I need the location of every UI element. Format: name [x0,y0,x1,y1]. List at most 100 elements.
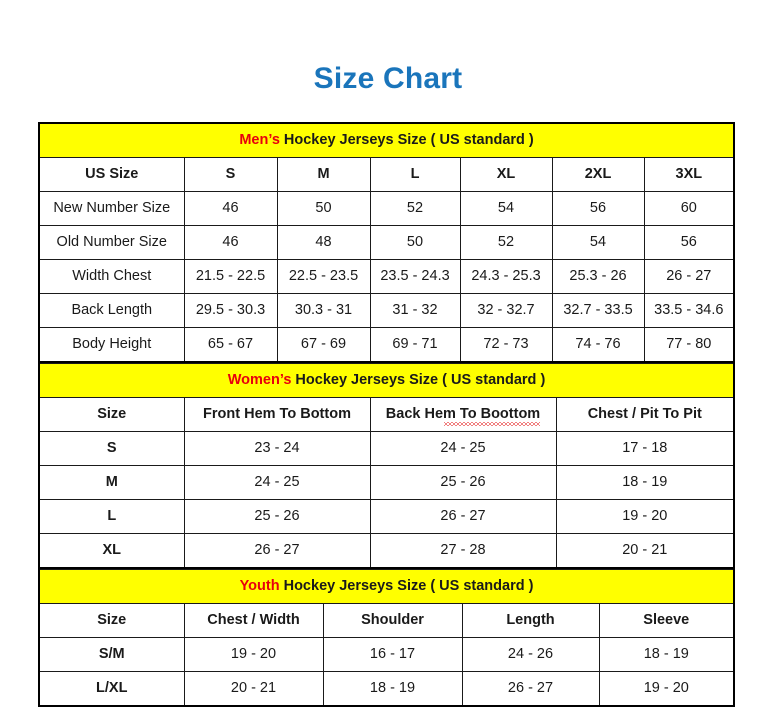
youth-cell-1-0: 20 - 21 [183,671,324,707]
youth-col-header-1: Chest / Width [183,603,324,638]
mens-row-label-4: Body Height [38,327,185,363]
mens-col-header-1: S [183,157,278,192]
youth-cell-0-3: 18 - 19 [598,637,735,672]
youth-cell-1-3: 19 - 20 [598,671,735,707]
mens-cell-0-0: 46 [183,191,278,226]
womens-cell-3-1: 27 - 28 [369,533,557,569]
mens-cell-2-1: 22.5 - 23.5 [276,259,371,294]
mens-cell-3-3: 32 - 32.7 [459,293,553,328]
womens-band-rest: Hockey Jerseys Size ( US standard ) [291,371,546,388]
womens-row-label-0: S [38,431,185,466]
mens-col-header-3: L [369,157,461,192]
mens-cell-1-1: 48 [276,225,371,260]
mens-cell-4-4: 74 - 76 [551,327,645,363]
youth-band-highlight: Youth [239,577,280,594]
mens-cell-2-5: 26 - 27 [643,259,735,294]
mens-cell-2-0: 21.5 - 22.5 [183,259,278,294]
womens-size-table: Women’s Hockey Jerseys Size ( US standar… [38,363,736,569]
table-row: M 24 - 25 25 - 26 18 - 19 [38,465,735,500]
mens-cell-3-2: 31 - 32 [369,293,461,328]
size-tables-container: Men’s Hockey Jerseys Size ( US standard … [38,122,736,707]
mens-row-label-2: Width Chest [38,259,185,294]
page-title: Size Chart [313,62,463,95]
womens-col-header-3: Chest / Pit To Pit [555,397,735,432]
womens-band-highlight: Women’s [227,371,292,388]
womens-cell-2-2: 19 - 20 [555,499,735,534]
mens-header-row: US Size S M L XL 2XL 3XL [38,157,735,192]
youth-col-header-3: Length [461,603,600,638]
youth-cell-0-1: 16 - 17 [322,637,463,672]
womens-col-header-1: Front Hem To Bottom [183,397,371,432]
womens-row-label-1: M [38,465,185,500]
mens-cell-2-2: 23.5 - 24.3 [369,259,461,294]
mens-cell-4-3: 72 - 73 [459,327,553,363]
table-row: S/M 19 - 20 16 - 17 24 - 26 18 - 19 [38,637,735,672]
womens-row-label-3: XL [38,533,185,569]
mens-cell-0-3: 54 [459,191,553,226]
mens-cell-1-2: 50 [369,225,461,260]
mens-cell-1-4: 54 [551,225,645,260]
mens-row-label-1: Old Number Size [38,225,185,260]
mens-row-label-3: Back Length [38,293,185,328]
youth-col-header-2: Shoulder [322,603,463,638]
mens-cell-1-3: 52 [459,225,553,260]
mens-band-rest: Hockey Jerseys Size ( US standard ) [279,131,534,148]
mens-col-header-4: XL [459,157,553,192]
mens-col-header-2: M [276,157,371,192]
youth-row-label-1: L/XL [38,671,185,707]
womens-cell-0-0: 23 - 24 [183,431,371,466]
youth-band-rest: Hockey Jerseys Size ( US standard ) [279,577,534,594]
womens-header-row: Size Front Hem To Bottom Back Hem To Boo… [38,397,735,432]
mens-col-header-6: 3XL [643,157,735,192]
womens-row-label-2: L [38,499,185,534]
youth-cell-1-1: 18 - 19 [322,671,463,707]
womens-cell-0-1: 24 - 25 [369,431,557,466]
youth-header-row: Size Chest / Width Shoulder Length Sleev… [38,603,735,638]
youth-col-header-0: Size [38,603,185,638]
mens-cell-3-1: 30.3 - 31 [276,293,371,328]
womens-cell-1-2: 18 - 19 [555,465,735,500]
youth-band-row: Youth Hockey Jerseys Size ( US standard … [38,569,735,604]
table-row: Width Chest 21.5 - 22.5 22.5 - 23.5 23.5… [38,259,735,294]
table-row: Old Number Size 46 48 50 52 54 56 [38,225,735,260]
size-chart-page: Size Chart Men’s Hockey Jerseys Size ( U… [38,62,736,707]
mens-cell-4-5: 77 - 80 [643,327,735,363]
table-row: Body Height 65 - 67 67 - 69 69 - 71 72 -… [38,327,735,363]
womens-section-band: Women’s Hockey Jerseys Size ( US standar… [38,363,735,398]
mens-cell-0-5: 60 [643,191,735,226]
mens-size-table: Men’s Hockey Jerseys Size ( US standard … [38,122,736,363]
mens-cell-1-5: 56 [643,225,735,260]
youth-row-label-0: S/M [38,637,185,672]
womens-col-header-2-text: Back Hem To Boottom [385,405,541,427]
mens-band-row: Men’s Hockey Jerseys Size ( US standard … [38,122,735,158]
mens-col-header-5: 2XL [551,157,645,192]
youth-cell-0-0: 19 - 20 [183,637,324,672]
womens-cell-3-0: 26 - 27 [183,533,371,569]
mens-cell-4-2: 69 - 71 [369,327,461,363]
table-row: XL 26 - 27 27 - 28 20 - 21 [38,533,735,569]
womens-cell-1-1: 25 - 26 [369,465,557,500]
mens-cell-3-4: 32.7 - 33.5 [551,293,645,328]
mens-cell-0-2: 52 [369,191,461,226]
mens-cell-4-0: 65 - 67 [183,327,278,363]
womens-col-header-2: Back Hem To Boottom [369,397,557,432]
mens-cell-4-1: 67 - 69 [276,327,371,363]
womens-band-row: Women’s Hockey Jerseys Size ( US standar… [38,363,735,398]
youth-cell-1-2: 26 - 27 [461,671,600,707]
mens-cell-3-0: 29.5 - 30.3 [183,293,278,328]
mens-cell-0-4: 56 [551,191,645,226]
youth-col-header-4: Sleeve [598,603,735,638]
womens-col-header-0: Size [38,397,185,432]
womens-cell-2-0: 25 - 26 [183,499,371,534]
mens-cell-0-1: 50 [276,191,371,226]
mens-cell-2-3: 24.3 - 25.3 [459,259,553,294]
table-row: L/XL 20 - 21 18 - 19 26 - 27 19 - 20 [38,671,735,707]
mens-cell-1-0: 46 [183,225,278,260]
table-row: L 25 - 26 26 - 27 19 - 20 [38,499,735,534]
youth-cell-0-2: 24 - 26 [461,637,600,672]
womens-cell-2-1: 26 - 27 [369,499,557,534]
mens-band-highlight: Men’s [239,131,280,148]
mens-section-band: Men’s Hockey Jerseys Size ( US standard … [38,122,735,158]
womens-cell-1-0: 24 - 25 [183,465,371,500]
youth-section-band: Youth Hockey Jerseys Size ( US standard … [38,569,735,604]
